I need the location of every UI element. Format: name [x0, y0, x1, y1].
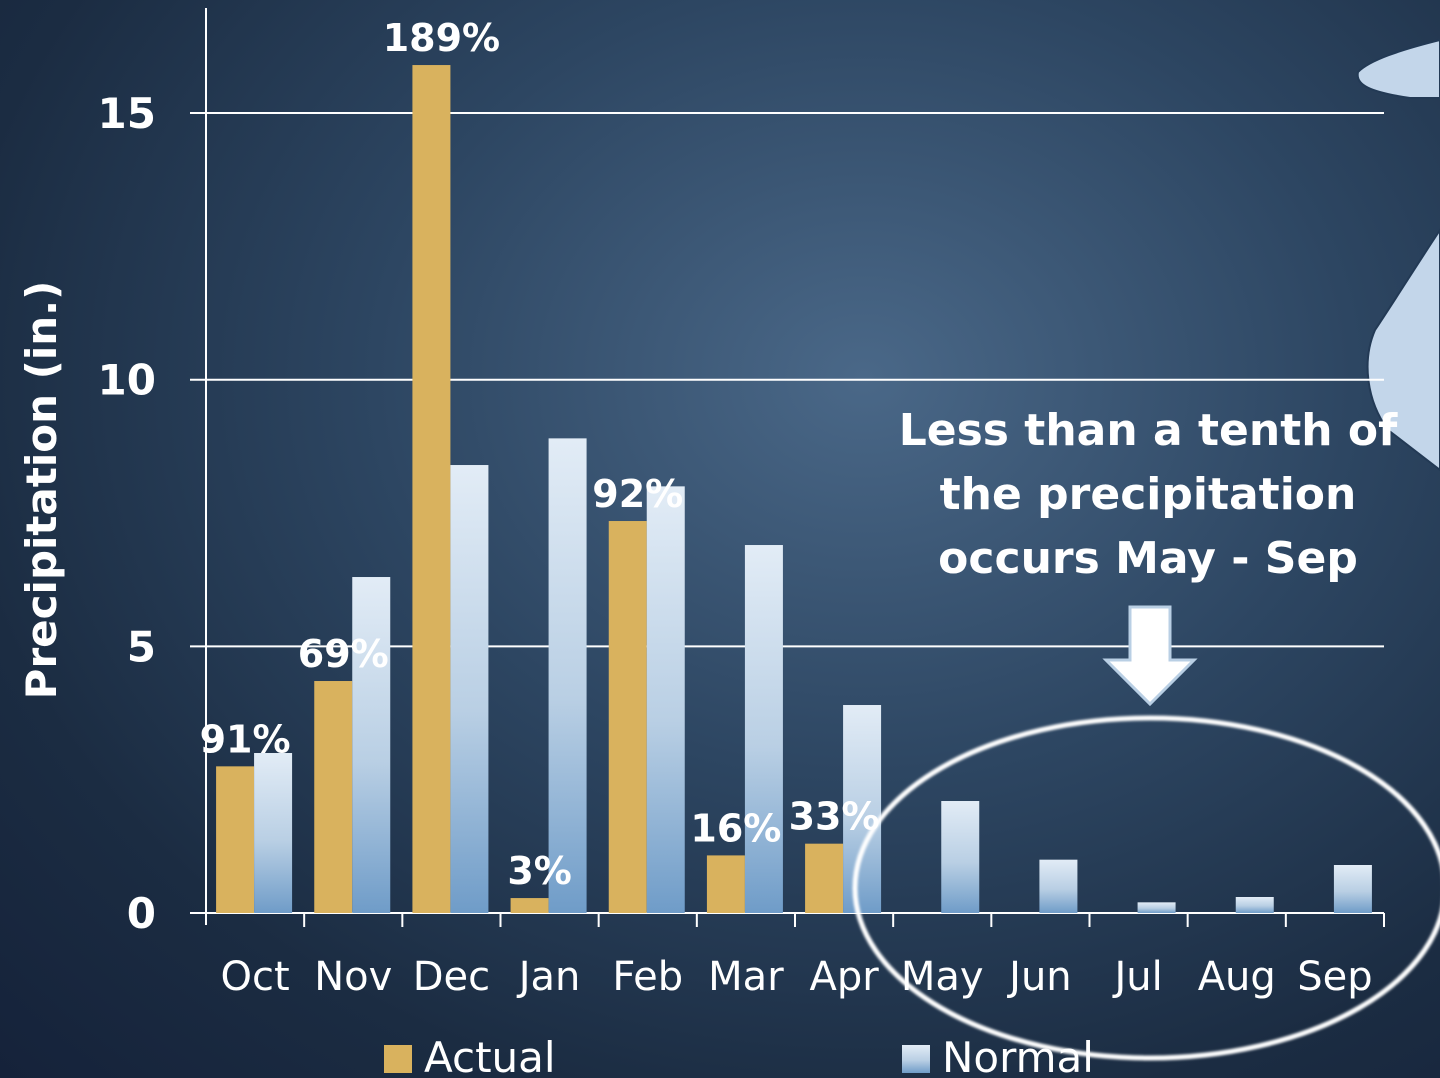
- bar-normal: [941, 801, 980, 913]
- bar-normal: [646, 486, 685, 913]
- x-tick-label: May: [901, 954, 984, 1000]
- y-tick-label: 5: [127, 622, 156, 671]
- axes: 0 5 10 15 Oct Nov Dec Jan Feb Mar Apr May Jun Jul Aug S…: [98, 8, 1385, 1000]
- highlight-ellipse: [852, 715, 1440, 1061]
- x-tick-label: Mar: [708, 954, 784, 1000]
- bar-actual: [216, 766, 255, 913]
- percent-label: 3%: [507, 849, 572, 893]
- x-tick-label: Jul: [1111, 954, 1162, 1000]
- bar-normal: [548, 438, 587, 913]
- bars: [216, 65, 1372, 914]
- bar-normal: [352, 577, 391, 913]
- annotation-line-1: Less than a tenth of: [899, 405, 1398, 456]
- x-tick-label: Apr: [809, 954, 879, 1000]
- background-shape-2: [1366, 228, 1440, 472]
- bar-actual: [510, 898, 549, 913]
- percent-label: 33%: [789, 795, 880, 839]
- legend-label-actual: Actual: [424, 1033, 556, 1078]
- bar-normal: [1137, 902, 1176, 913]
- down-arrow-icon: [1102, 605, 1198, 707]
- x-tick-label: Nov: [314, 954, 392, 1000]
- background-shape: [1356, 38, 1440, 99]
- bar-actual: [706, 855, 745, 913]
- bar-normal: [254, 753, 293, 913]
- annotation-line-2: the precipitation: [940, 469, 1357, 520]
- bar-normal: [744, 545, 783, 913]
- bar-normal: [1333, 865, 1372, 913]
- legend: Actual Normal: [384, 1033, 1094, 1078]
- bar-actual: [805, 843, 844, 913]
- percent-label: 92%: [592, 472, 683, 516]
- bar-actual: [608, 521, 647, 913]
- bar-normal: [1039, 859, 1078, 913]
- percent-label: 16%: [690, 806, 781, 850]
- y-tick-label: 10: [98, 356, 156, 405]
- y-tick-label: 15: [98, 89, 156, 138]
- x-tick-label: Oct: [220, 954, 289, 1000]
- data-labels: 91%69% 189% 3% 92% 16% 33%: [200, 16, 880, 893]
- bar-normal: [1235, 897, 1274, 913]
- x-tick-label: Aug: [1198, 954, 1276, 1000]
- y-axis-label: Precipitation (in.): [17, 281, 66, 700]
- percent-label: 91%: [200, 717, 291, 761]
- x-tick-label: Jun: [1006, 954, 1072, 1000]
- percent-label: 189%: [383, 16, 500, 60]
- percent-label: 69%: [298, 632, 389, 676]
- legend-label-normal: Normal: [942, 1033, 1094, 1078]
- x-tick-label: Sep: [1297, 954, 1372, 1000]
- legend-swatch-normal: [902, 1045, 930, 1073]
- x-tick-label: Feb: [612, 954, 683, 1000]
- y-tick-label: 0: [127, 889, 156, 938]
- bar-actual: [412, 65, 451, 914]
- x-tick-label: Dec: [413, 954, 490, 1000]
- legend-swatch-actual: [384, 1045, 412, 1073]
- bar-actual: [314, 681, 353, 913]
- bar-normal: [843, 705, 882, 913]
- x-tick-label: Jan: [516, 954, 581, 1000]
- bar-normal: [450, 465, 489, 913]
- annotation: Less than a tenth of the precipitation o…: [852, 405, 1440, 1061]
- annotation-line-3: occurs May - Sep: [938, 533, 1358, 584]
